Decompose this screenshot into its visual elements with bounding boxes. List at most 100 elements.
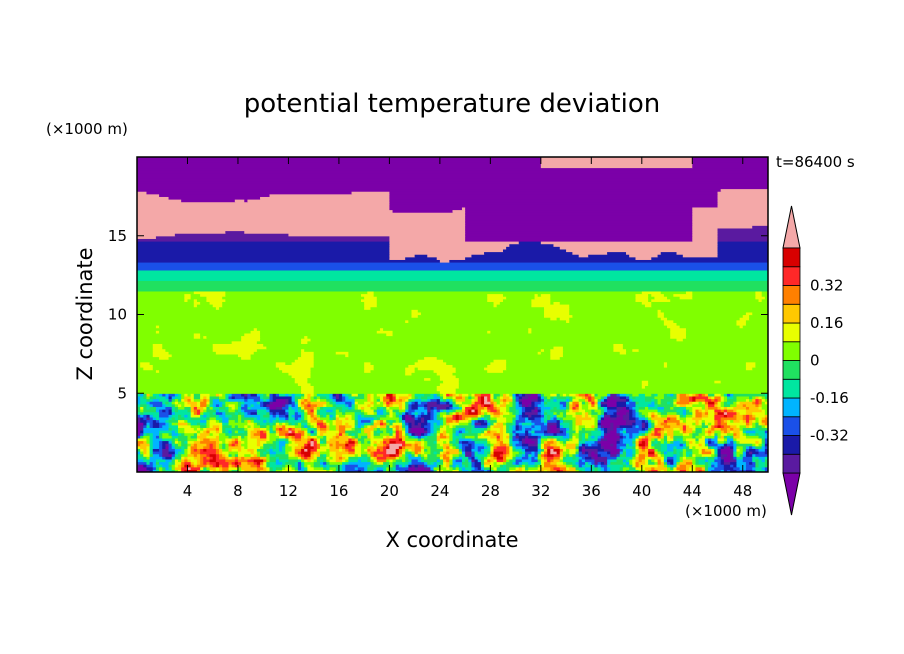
field-cell [424, 424, 432, 428]
field-cell [499, 469, 507, 472]
field-cell [439, 451, 444, 455]
field-cell [676, 451, 681, 455]
field-cell [417, 464, 425, 468]
field-cell [556, 398, 567, 402]
field-cell [181, 461, 185, 465]
field-cell [301, 351, 315, 355]
field-cell [297, 443, 305, 447]
field-cell [673, 466, 678, 470]
field-cell [301, 414, 305, 418]
field-cell [531, 424, 536, 428]
field-cell [446, 422, 450, 426]
field-cell [420, 401, 428, 405]
field-cell [477, 416, 482, 421]
field-cell [275, 422, 280, 426]
field-cell [714, 427, 722, 431]
field-cell [585, 411, 589, 415]
field-cell [319, 461, 324, 465]
field-cell [682, 443, 687, 447]
field-cell [499, 432, 504, 436]
field-cell [370, 393, 375, 397]
field-cell [329, 422, 334, 426]
field-cell [455, 388, 768, 392]
field-cell [572, 456, 577, 460]
field-cell [168, 395, 173, 400]
field-cell [420, 395, 428, 400]
field-cell [237, 419, 242, 423]
field-cell [613, 422, 627, 426]
field-cell [673, 406, 681, 410]
field-cell [392, 424, 397, 428]
field-cell [588, 398, 592, 402]
field-cell [752, 367, 768, 371]
field-cell [402, 435, 406, 439]
field-cell [329, 427, 337, 431]
field-cell [745, 367, 753, 371]
field-cell [152, 353, 173, 358]
field-cell [761, 440, 766, 444]
field-cell [190, 435, 198, 439]
field-cell [427, 403, 450, 407]
field-cell [670, 298, 760, 302]
field-cell [673, 293, 693, 297]
field-cell [335, 414, 340, 418]
field-cell [764, 296, 768, 300]
field-cell [398, 395, 409, 400]
field-cell [140, 435, 144, 439]
field-cell [607, 251, 627, 255]
field-cell [338, 409, 343, 413]
field-cell [323, 419, 327, 423]
field-cell [146, 424, 151, 428]
field-cell [171, 458, 176, 463]
field-cell [720, 380, 768, 384]
field-cell [370, 422, 375, 426]
field-cell [607, 395, 611, 400]
field-cell [146, 469, 151, 472]
field-cell [159, 369, 283, 373]
field-cell [641, 437, 649, 442]
field-cell [537, 435, 542, 439]
field-cell [244, 332, 261, 337]
field-cell [219, 435, 230, 439]
field-cell [152, 393, 160, 397]
field-cell [389, 435, 394, 439]
field-cell [509, 401, 514, 405]
field-cell [335, 427, 340, 431]
field-cell [569, 403, 573, 407]
field-cell [278, 430, 290, 434]
field-cell [310, 382, 441, 386]
field-cell [717, 204, 768, 208]
field-cell [411, 393, 416, 397]
field-cell [424, 416, 432, 421]
field-cell [638, 458, 643, 463]
field-cell [543, 411, 548, 415]
field-cell [739, 424, 747, 428]
field-cell [616, 414, 621, 418]
field-cell [149, 437, 154, 442]
field-cell [550, 416, 555, 421]
field-cell [427, 464, 438, 468]
field-cell [676, 422, 681, 426]
field-cell [137, 243, 390, 247]
field-cell [632, 461, 637, 465]
field-cell [726, 419, 731, 423]
field-cell [543, 419, 548, 423]
field-cell [502, 453, 507, 457]
field-cell [152, 403, 163, 407]
field-cell [155, 409, 160, 413]
field-cell [140, 430, 144, 434]
field-cell [288, 414, 293, 418]
field-cell [502, 422, 507, 426]
field-cell [578, 432, 583, 436]
field-cell [420, 445, 425, 449]
field-cell [326, 464, 331, 468]
field-cell [493, 406, 498, 410]
field-cell [569, 306, 768, 310]
field-cell [515, 448, 523, 452]
field-cell [304, 395, 308, 400]
field-cell [357, 443, 362, 447]
field-cell [348, 456, 359, 460]
field-cell [657, 406, 665, 410]
field-cell [414, 409, 428, 413]
field-cell [288, 416, 296, 421]
